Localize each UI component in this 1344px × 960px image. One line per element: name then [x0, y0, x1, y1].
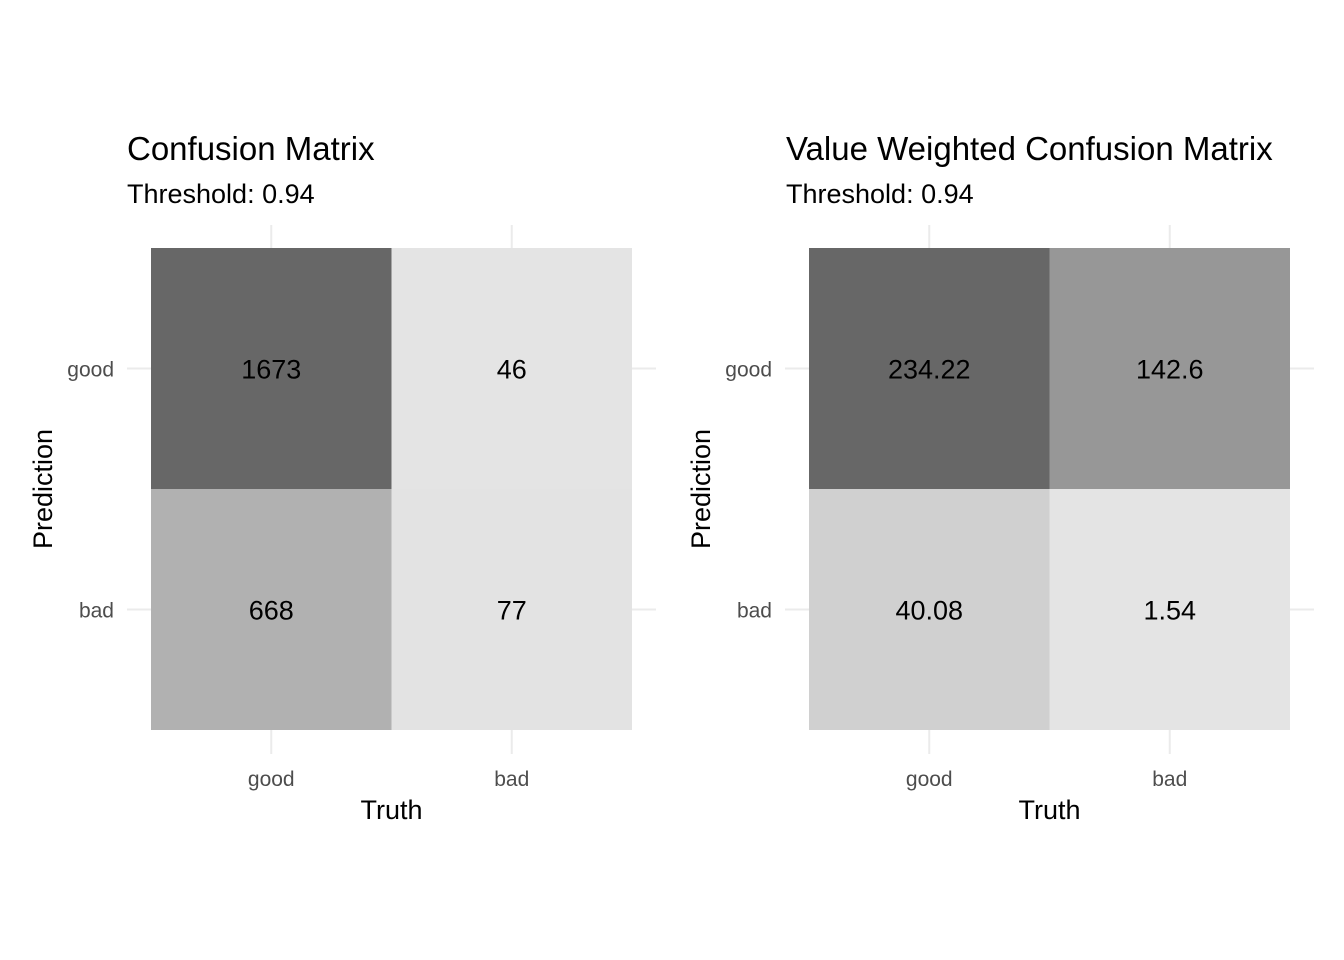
heatmap-cell-bad-good: [151, 489, 392, 730]
heatmap-tiles: 234.22 142.6 40.08 1.54: [809, 248, 1290, 730]
y-tick-label: bad: [737, 600, 772, 623]
cell-value-label: 40.08: [895, 596, 963, 626]
cell-value-label: 234.22: [888, 355, 971, 385]
heatmap-cell-good-good: [809, 248, 1050, 489]
y-axis-title: Prediction: [28, 429, 58, 549]
x-tick-label: good: [906, 768, 953, 791]
heatmap-cell-bad-good: [809, 489, 1050, 730]
heatmap-cell-bad-bad: [391, 489, 632, 730]
y-tick-label: good: [725, 359, 772, 382]
chart-title: Value Weighted Confusion Matrix: [786, 130, 1273, 167]
heatmap-cell-good-bad: [391, 248, 632, 489]
heatmap-cell-bad-bad: [1049, 489, 1290, 730]
chart-panel-1: 1673 46 668 77 good bad good bad Confusion Matri…: [28, 130, 656, 825]
heatmap-tiles: 1673 46 668 77: [151, 248, 632, 730]
chart-title: Confusion Matrix: [127, 130, 375, 167]
cell-value-label: 46: [497, 355, 527, 385]
x-tick-label: good: [248, 768, 295, 791]
cell-value-label: 1.54: [1143, 596, 1196, 626]
chart-subtitle: Threshold: 0.94: [786, 179, 974, 209]
y-tick-label: bad: [79, 600, 114, 623]
chart-subtitle: Threshold: 0.94: [127, 179, 315, 209]
chart-panel-2: 234.22 142.6 40.08 1.54 good bad good bad Value …: [686, 130, 1314, 825]
y-tick-label: good: [67, 359, 114, 382]
cell-value-label: 77: [497, 596, 527, 626]
x-axis-title: Truth: [1018, 795, 1080, 825]
cell-value-label: 142.6: [1136, 355, 1204, 385]
chart-panels: 1673 46 668 77 good bad good bad Confusion Matri…: [28, 130, 1314, 825]
heatmap-cell-good-good: [151, 248, 392, 489]
x-tick-label: bad: [494, 768, 529, 791]
x-axis-title: Truth: [360, 795, 422, 825]
cell-value-label: 668: [249, 596, 294, 626]
x-tick-label: bad: [1152, 768, 1187, 791]
heatmap-cell-good-bad: [1049, 248, 1290, 489]
cell-value-label: 1673: [241, 355, 301, 385]
y-axis-title: Prediction: [686, 429, 716, 549]
